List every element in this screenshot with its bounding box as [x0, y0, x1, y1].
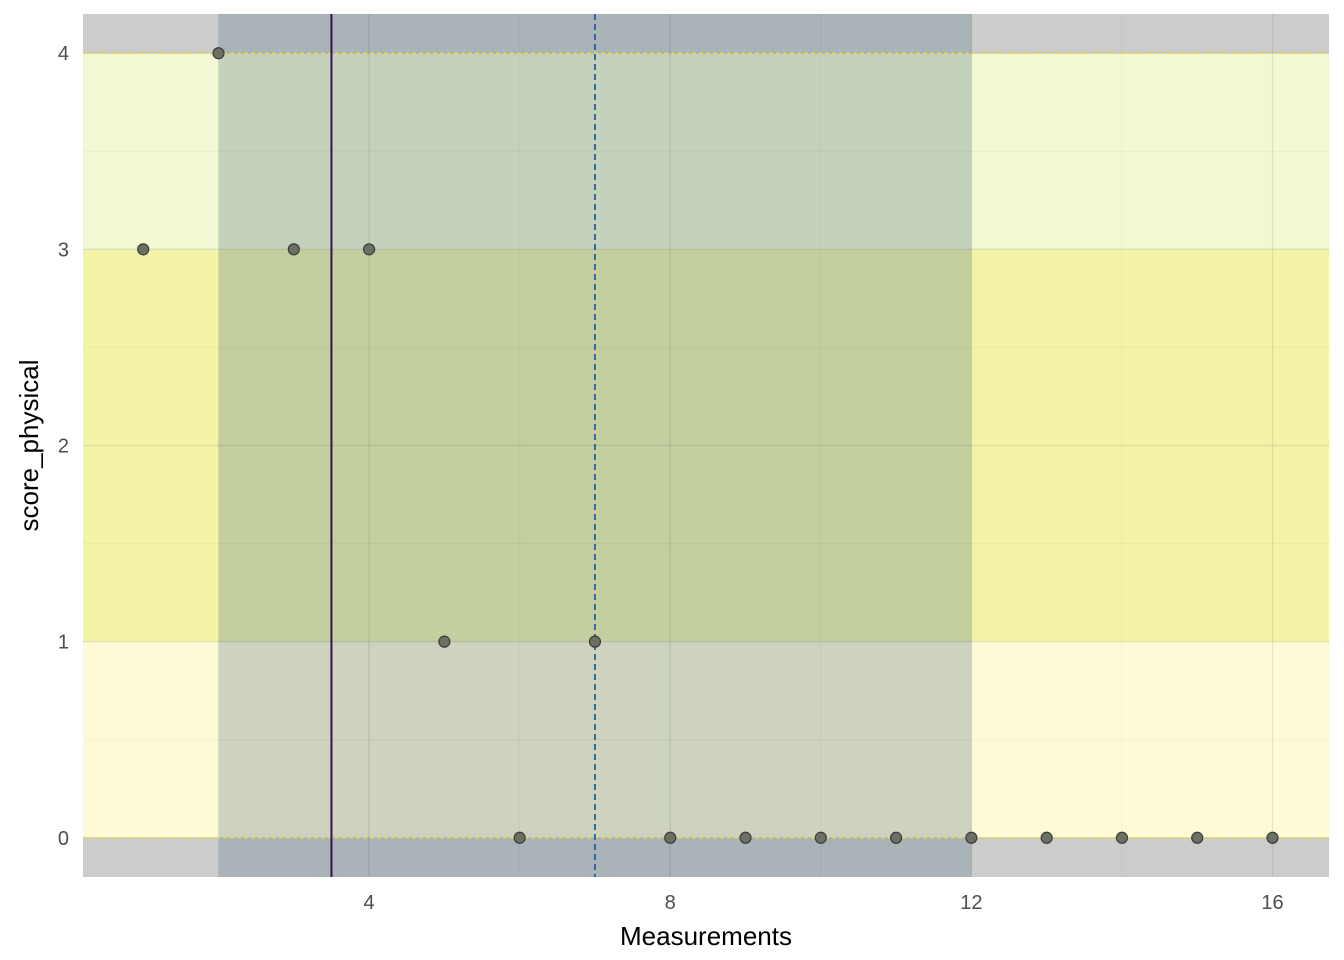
data-point [814, 831, 827, 844]
data-point [965, 831, 978, 844]
x-tick-label: 8 [665, 892, 676, 914]
data-point [287, 243, 300, 256]
background-bands [83, 14, 1329, 877]
data-point [137, 243, 150, 256]
data-point [438, 635, 451, 648]
y-band-4 [83, 837, 1329, 877]
data-point [664, 831, 677, 844]
data-point [1040, 831, 1053, 844]
x-tick-label: 12 [960, 892, 982, 914]
x-axis-title: Measurements [620, 921, 792, 951]
y-tick-label: 4 [58, 43, 69, 65]
data-point [513, 831, 526, 844]
y-tick-label: 3 [58, 239, 69, 261]
data-point [739, 831, 752, 844]
y-band-3 [83, 14, 1329, 54]
x-tick-label: 4 [364, 892, 375, 914]
y-tick-label: 1 [58, 632, 69, 654]
y-band-0 [83, 53, 1329, 250]
x-tick-label: 16 [1261, 892, 1283, 914]
data-point [1266, 831, 1279, 844]
y-band-1 [83, 249, 1329, 642]
x-axis-ticks: 4 8 12 16 [364, 892, 1284, 914]
y-tick-label: 2 [58, 436, 69, 458]
data-point [362, 243, 376, 256]
data-point [212, 47, 225, 60]
y-band-2 [83, 641, 1329, 838]
y-axis-title: score_physical [14, 360, 44, 532]
data-point [1191, 831, 1204, 844]
data-point [1115, 831, 1129, 844]
data-point [588, 635, 602, 648]
y-axis-ticks: 0 1 2 3 4 [58, 43, 69, 850]
data-point [889, 831, 903, 844]
y-tick-label: 0 [58, 828, 69, 850]
data-points [137, 47, 1279, 844]
